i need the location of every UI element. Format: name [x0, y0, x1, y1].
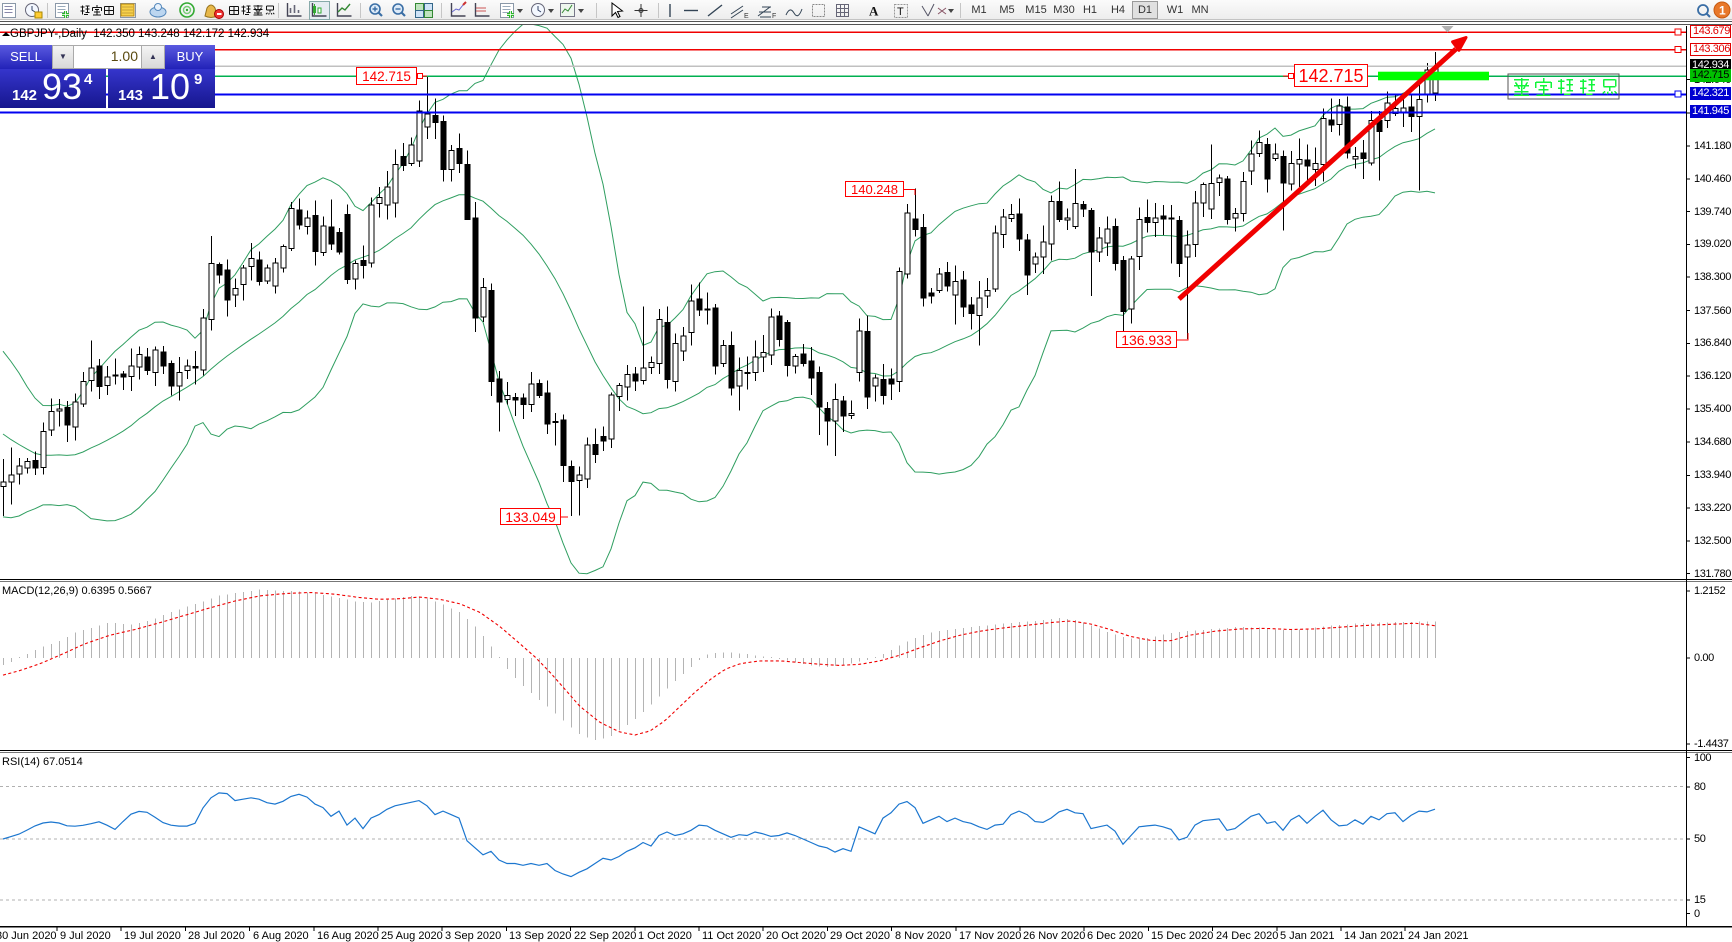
svg-text:A: A: [869, 4, 879, 19]
svg-text:E: E: [744, 13, 749, 20]
svg-text:1: 1: [1719, 4, 1726, 18]
svg-text:F: F: [772, 13, 776, 20]
svg-text:T: T: [897, 6, 904, 18]
